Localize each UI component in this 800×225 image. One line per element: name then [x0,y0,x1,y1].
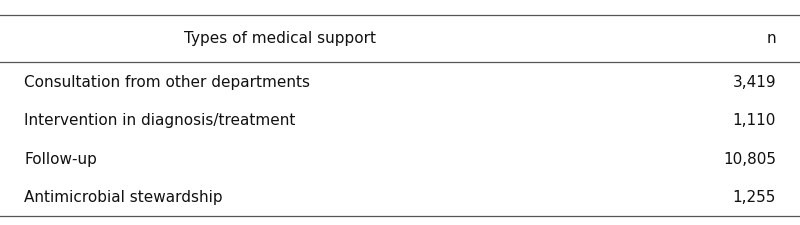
Text: Follow-up: Follow-up [24,151,97,166]
Text: 10,805: 10,805 [723,151,776,166]
Text: Types of medical support: Types of medical support [184,31,376,46]
Text: n: n [766,31,776,46]
Text: 1,255: 1,255 [733,189,776,204]
Text: Intervention in diagnosis/treatment: Intervention in diagnosis/treatment [24,113,295,128]
Text: Antimicrobial stewardship: Antimicrobial stewardship [24,189,222,204]
Text: 3,419: 3,419 [732,75,776,90]
Text: Consultation from other departments: Consultation from other departments [24,75,310,90]
Text: 1,110: 1,110 [733,113,776,128]
